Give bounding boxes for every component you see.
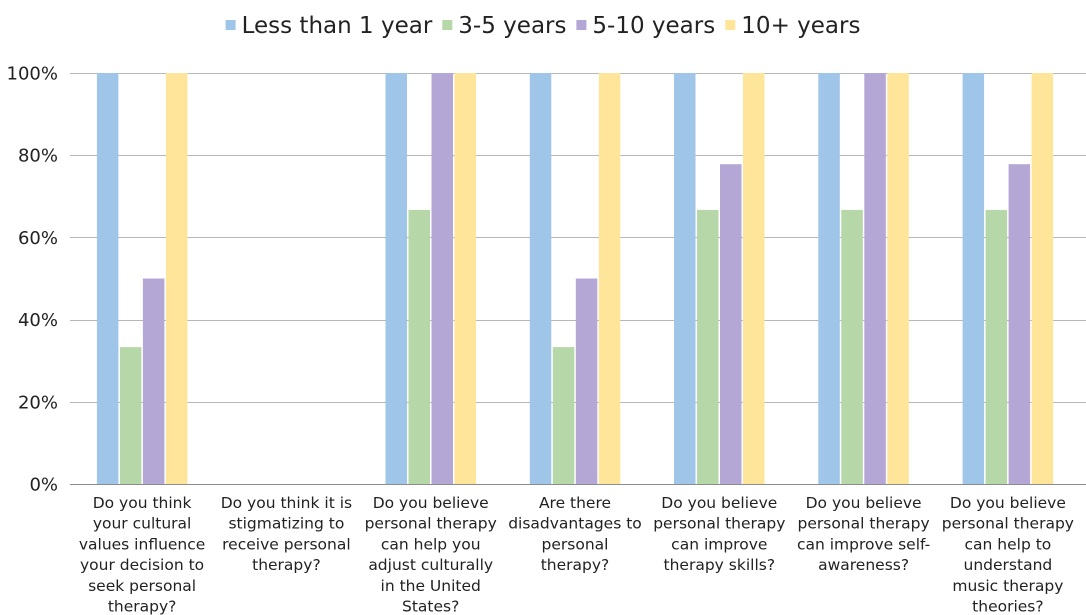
x-category-label-line: stigmatizing to	[228, 515, 344, 533]
x-category-label-line: music therapy	[952, 577, 1063, 595]
x-category-label-line: can help you	[381, 535, 481, 553]
x-category-label-line: therapy?	[541, 556, 610, 574]
x-category-label-2: Do you think it is stigmatizing to receive…	[221, 494, 352, 574]
x-category-label-line: personal therapy	[942, 515, 1074, 533]
x-category-label-line: therapy?	[252, 556, 321, 574]
legend-label: 3-5 years	[458, 13, 566, 39]
x-category-label-line: disadvantages to	[508, 515, 642, 533]
x-category-label-3: Do you believe personal therapy can help y…	[365, 494, 497, 615]
bar-3-5-years-3	[408, 209, 430, 484]
bar-3-5-years-4	[552, 347, 575, 484]
legend-item-5-10-years: 5-10 years	[576, 13, 715, 39]
bar-10-years-5	[743, 73, 765, 484]
x-category-label-line: values influence	[79, 535, 205, 553]
x-category-label-line: your cultural	[93, 515, 192, 533]
bar-5-10-years-6	[864, 73, 886, 484]
x-category-label-line: can improve	[671, 535, 767, 553]
bar-5-10-years-7	[1008, 164, 1031, 484]
bar-10-years-1	[165, 73, 188, 484]
legend-swatch	[576, 20, 587, 30]
bar-less-than-1-year-3	[385, 73, 407, 484]
x-category-label-line: personal therapy	[798, 515, 930, 533]
y-tick-label: 60%	[18, 228, 58, 249]
x-category-label-line: Do you believe	[373, 494, 489, 512]
x-category-label-1: Do you think your cultural values influenc…	[79, 494, 205, 615]
x-category-label-line: personal therapy	[365, 515, 497, 533]
x-category-label-line: can improve self-	[797, 535, 930, 553]
bar-5-10-years-3	[431, 73, 453, 484]
x-category-label-line: Do you think it is	[221, 494, 352, 512]
bar-3-5-years-1	[119, 347, 142, 484]
legend-label: 10+ years	[741, 13, 860, 39]
bar-less-than-1-year-7	[962, 73, 985, 484]
legend-label: Less than 1 year	[242, 13, 433, 39]
x-axis-labels: Do you think your cultural values influenc…	[79, 494, 1074, 615]
y-tick-label: 100%	[7, 64, 58, 85]
x-category-label-line: Do you believe	[950, 494, 1066, 512]
bar-5-10-years-5	[720, 164, 742, 484]
x-category-label-line: Are there	[539, 494, 611, 512]
bar-3-5-years-6	[841, 209, 863, 484]
x-category-label-line: States?	[402, 598, 459, 615]
x-category-label-5: Do you believe personal therapy can improv…	[653, 494, 785, 574]
x-category-label-line: personal therapy	[653, 515, 785, 533]
x-category-label-line: awareness?	[818, 556, 909, 574]
x-category-label-line: can help to	[965, 535, 1052, 553]
x-category-label-4: Are there disadvantages to personal therapy…	[508, 494, 642, 574]
chart-legend: Less than 1 year 3-5 years 5-10 years 10+ y…	[225, 13, 860, 39]
bar-3-5-years-5	[697, 209, 719, 484]
x-category-label-line: your decision to	[80, 556, 204, 574]
x-category-label-line: personal	[542, 535, 609, 553]
legend-item-10-years: 10+ years	[725, 13, 860, 39]
bar-10-years-3	[454, 73, 476, 484]
x-category-label-line: therapy skills?	[664, 556, 776, 574]
y-axis-ticks: 0% 20% 40% 60% 80% 100%	[7, 64, 58, 496]
legend-label: 5-10 years	[592, 13, 715, 39]
x-category-label-6: Do you believe personal therapy can improv…	[797, 494, 930, 574]
bar-10-years-7	[1031, 73, 1054, 484]
legend-swatch	[442, 20, 453, 30]
x-category-label-line: in the United	[381, 577, 481, 595]
x-category-label-line: Do you believe	[661, 494, 777, 512]
x-category-label-line: understand	[964, 556, 1053, 574]
legend-item-3-5-years: 3-5 years	[442, 13, 566, 39]
bar-3-5-years-7	[985, 209, 1008, 484]
legend-swatch	[725, 20, 736, 30]
y-tick-label: 40%	[18, 310, 58, 331]
x-category-label-line: therapy?	[108, 598, 177, 615]
y-tick-label: 80%	[18, 146, 58, 167]
bar-10-years-6	[887, 73, 909, 484]
bar-less-than-1-year-1	[96, 73, 119, 484]
bar-10-years-4	[598, 73, 621, 484]
bars	[96, 73, 1054, 484]
x-category-label-7: Do you believe personal therapy can help t…	[942, 494, 1074, 615]
x-category-label-line: Do you believe	[806, 494, 922, 512]
bar-less-than-1-year-4	[529, 73, 552, 484]
legend-swatch	[225, 20, 236, 30]
x-category-label-line: theories?	[972, 598, 1043, 615]
bar-5-10-years-4	[575, 278, 598, 484]
legend-item-less-than-1-year: Less than 1 year	[225, 13, 433, 39]
y-tick-label: 0%	[29, 475, 58, 496]
x-category-label-line: adjust culturally	[368, 556, 493, 574]
bar-5-10-years-1	[142, 278, 165, 484]
x-category-label-line: Do you think	[93, 494, 192, 512]
x-category-label-line: receive personal	[222, 535, 351, 553]
bar-less-than-1-year-5	[674, 73, 696, 484]
x-category-label-line: seek personal	[88, 577, 196, 595]
y-tick-label: 20%	[18, 392, 58, 413]
bar-less-than-1-year-6	[818, 73, 840, 484]
